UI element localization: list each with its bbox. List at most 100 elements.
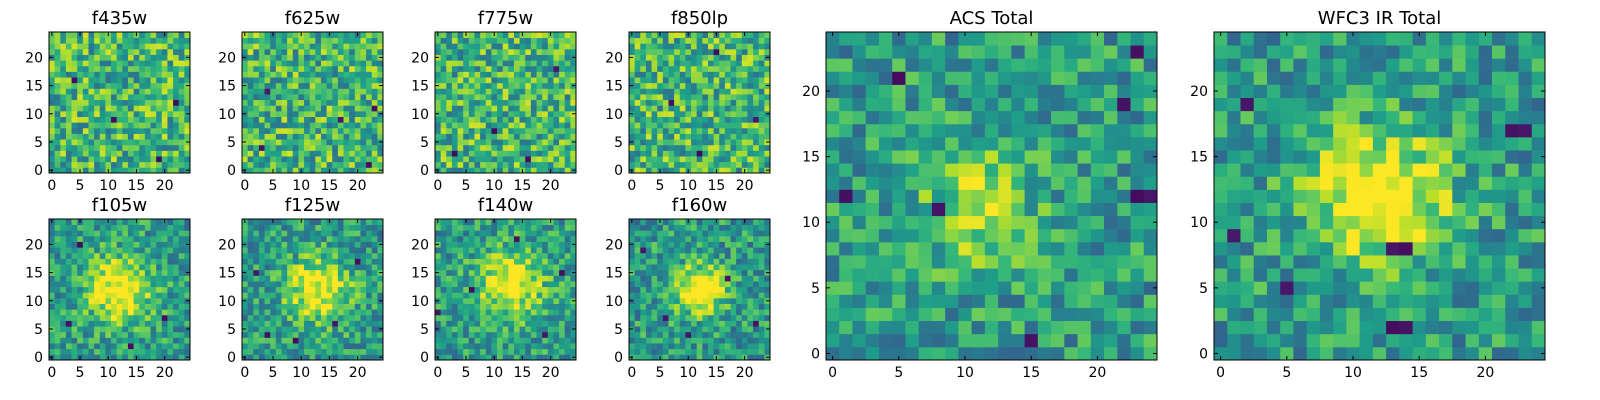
heatmap-cell	[696, 32, 703, 39]
heatmap-cell	[371, 309, 378, 316]
heatmap-cell	[559, 354, 566, 361]
heatmap-cell	[161, 309, 168, 316]
heatmap-cell	[167, 230, 174, 237]
heatmap-cell	[559, 275, 566, 282]
heatmap-cell	[371, 354, 378, 361]
heatmap-cell	[173, 354, 180, 361]
heatmap-cell	[82, 314, 89, 321]
heatmap-cell	[60, 224, 67, 231]
heatmap-cell	[111, 303, 118, 310]
heatmap-cell	[127, 320, 134, 327]
heatmap-cell	[247, 326, 254, 333]
heatmap-cell	[502, 258, 509, 265]
heatmap-cell	[258, 292, 265, 299]
heatmap-cell	[292, 337, 299, 344]
heatmap-cell	[485, 224, 492, 231]
heatmap-cell	[657, 144, 664, 151]
heatmap-cell	[122, 37, 129, 44]
heatmap-cell	[457, 219, 464, 226]
heatmap-cell	[451, 110, 458, 117]
heatmap-cell	[719, 71, 726, 78]
heatmap-cell	[167, 133, 174, 140]
heatmap-cell	[315, 139, 322, 146]
heatmap-cell	[542, 354, 549, 361]
heatmap-cell	[49, 48, 56, 55]
heatmap-cell	[685, 77, 692, 84]
heatmap-cell	[71, 281, 78, 288]
heatmap-cell	[662, 116, 669, 123]
heatmap-cell	[497, 71, 504, 78]
heatmap-cell	[247, 127, 254, 134]
heatmap-cell	[651, 43, 658, 50]
heatmap-cell	[474, 139, 481, 146]
heatmap-cell	[547, 264, 554, 271]
heatmap-cell	[304, 133, 311, 140]
heatmap-cell	[377, 94, 384, 101]
heatmap-cell	[553, 326, 560, 333]
heatmap-cell	[435, 247, 442, 254]
heatmap-cell	[542, 326, 549, 333]
heatmap-cell	[713, 156, 720, 163]
heatmap-cell	[253, 235, 260, 242]
heatmap-cell	[730, 348, 737, 355]
heatmap-cell	[457, 60, 464, 67]
heatmap-cell	[685, 127, 692, 134]
heatmap-cell	[292, 314, 299, 321]
heatmap-cell	[497, 150, 504, 157]
heatmap-cell	[553, 43, 560, 50]
heatmap-cell	[94, 156, 101, 163]
heatmap-cell	[491, 224, 498, 231]
heatmap-cell	[564, 150, 571, 157]
heatmap-cell	[270, 71, 277, 78]
heatmap-cell	[657, 337, 664, 344]
heatmap-cell	[366, 156, 373, 163]
heatmap-cell	[485, 326, 492, 333]
heatmap-cell	[343, 337, 350, 344]
heatmap-cell	[275, 43, 282, 50]
heatmap-cell	[536, 139, 543, 146]
heatmap-cell	[366, 348, 373, 355]
heatmap-cell	[764, 43, 771, 50]
heatmap-cell	[640, 275, 647, 282]
heatmap-cell	[320, 252, 327, 259]
heatmap-cell	[508, 65, 515, 72]
heatmap-cell	[553, 122, 560, 129]
heatmap-cell	[337, 65, 344, 72]
heatmap-cell	[657, 348, 664, 355]
heatmap-cell	[435, 156, 442, 163]
heatmap-cell	[264, 275, 271, 282]
heatmap-cell	[167, 71, 174, 78]
heatmap-cell	[440, 264, 447, 271]
heatmap-cell	[741, 139, 748, 146]
heatmap-cell	[513, 309, 520, 316]
heatmap-cell	[122, 71, 129, 78]
heatmap-cell	[457, 264, 464, 271]
heatmap-cell	[758, 71, 765, 78]
heatmap-cell	[253, 252, 260, 259]
heatmap-cell	[530, 127, 537, 134]
heatmap-cell	[753, 275, 760, 282]
heatmap-cell	[651, 116, 658, 123]
heatmap-cell	[292, 116, 299, 123]
heatmap-cell	[491, 303, 498, 310]
heatmap-cell	[94, 297, 101, 304]
heatmap-cell	[377, 144, 384, 151]
heatmap-cell	[435, 320, 442, 327]
heatmap-cell	[320, 127, 327, 134]
heatmap-cell	[156, 314, 163, 321]
heatmap-cell	[304, 32, 311, 39]
heatmap-cell	[343, 105, 350, 112]
heatmap-cell	[536, 88, 543, 95]
heatmap-cell	[275, 281, 282, 288]
heatmap-cell	[377, 247, 384, 254]
heatmap-cell	[451, 292, 458, 299]
heatmap-cell	[657, 37, 664, 44]
heatmap-cell	[167, 348, 174, 355]
heatmap-cell	[116, 144, 123, 151]
heatmap-cell	[753, 331, 760, 338]
heatmap-cell	[446, 127, 453, 134]
heatmap-cell	[105, 150, 112, 157]
heatmap-cell	[707, 343, 714, 350]
heatmap-cell	[178, 235, 185, 242]
heatmap-cell	[674, 161, 681, 168]
